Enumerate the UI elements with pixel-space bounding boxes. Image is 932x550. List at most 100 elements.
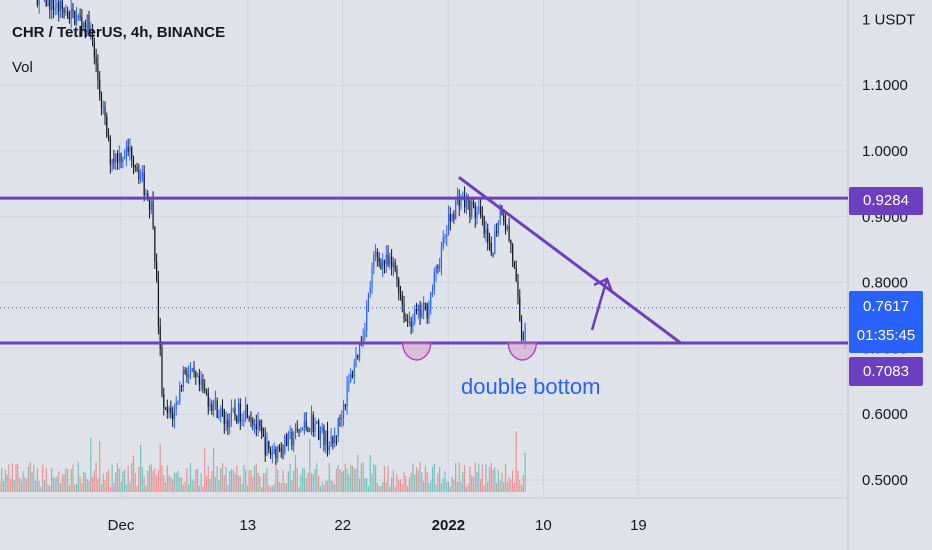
candle-body — [182, 369, 184, 388]
current-price-value: 0.7617 — [863, 298, 909, 315]
volume-bar — [366, 478, 368, 492]
volume-bar — [220, 468, 222, 492]
candle-body — [366, 306, 368, 331]
candle-body — [344, 404, 346, 407]
volume-bar — [138, 466, 140, 492]
volume-indicator-label[interactable]: Vol — [12, 59, 33, 76]
candle-body — [77, 16, 79, 18]
volume-bar — [115, 472, 117, 492]
candle-body — [364, 330, 366, 337]
volume-bar — [506, 481, 508, 492]
candle-body — [499, 206, 501, 223]
descending-trendline — [458, 176, 682, 345]
candle-body — [271, 453, 273, 456]
candle-body — [278, 447, 281, 449]
candle-body — [430, 291, 432, 310]
candle-body — [127, 146, 129, 153]
volume-bar — [302, 467, 304, 492]
volume-bar — [93, 470, 95, 492]
candle-body — [305, 420, 307, 428]
candle-body — [152, 201, 154, 228]
volume-bar — [26, 478, 28, 492]
candle-body — [289, 432, 291, 434]
resistance-price-tag: 0.9284 — [849, 187, 923, 215]
candle-body — [476, 211, 478, 219]
volume-bar — [227, 484, 229, 492]
candle-body — [264, 436, 266, 456]
volume-bar — [451, 476, 453, 492]
volume-bar — [350, 464, 352, 492]
volume-bar — [68, 485, 71, 492]
candle-body — [433, 272, 435, 291]
candle-body — [47, 0, 49, 7]
symbol-legend[interactable]: CHR / TetherUS, 4h, BINANCE — [12, 24, 225, 41]
volume-bar — [45, 467, 47, 492]
candle-body — [510, 240, 512, 245]
symbol-title: CHR / TetherUS, 4h, BINANCE — [12, 24, 226, 41]
candle-body — [163, 394, 165, 408]
volume-bar — [358, 478, 361, 492]
volume-bar — [2, 480, 5, 492]
volume-bar — [161, 465, 163, 492]
volume-bar — [264, 473, 266, 492]
volume-bar — [252, 476, 254, 492]
volume-bar — [109, 486, 111, 492]
volume-bar — [394, 486, 396, 492]
candle-body — [487, 229, 489, 243]
volume-bar — [236, 466, 238, 492]
volume-bar — [52, 477, 54, 492]
candle-body — [188, 373, 190, 378]
volume-bar — [122, 471, 124, 492]
candle-body — [423, 303, 425, 311]
double-bottom-annotation[interactable]: double bottom — [461, 374, 601, 399]
volume-bar — [460, 481, 462, 492]
candle-body — [49, 0, 51, 10]
volume-bar — [273, 484, 275, 492]
volume-bar — [439, 467, 441, 492]
volume-bar — [421, 472, 423, 492]
volume-bar — [476, 471, 478, 492]
volume-bar — [61, 474, 63, 492]
volume-bar — [218, 480, 220, 492]
volume-bar — [43, 480, 46, 492]
candle-body — [350, 374, 352, 382]
volume-bar — [77, 462, 79, 492]
volume-bar — [40, 486, 42, 492]
volume-bar — [63, 473, 65, 492]
candle-body — [209, 403, 211, 407]
candle-body — [75, 16, 78, 25]
volume-bar — [453, 479, 455, 492]
candle-body — [318, 420, 320, 440]
volume-bar — [159, 443, 161, 492]
candle-body — [143, 172, 145, 195]
candle-body — [102, 106, 104, 108]
candle-body — [376, 252, 378, 258]
candle-body — [175, 401, 177, 410]
volume-bar — [431, 466, 434, 492]
candle-body — [467, 199, 469, 201]
candle-body — [134, 164, 136, 168]
volume-bar — [374, 465, 377, 492]
volume-bar — [31, 472, 33, 492]
volume-bar — [86, 479, 88, 492]
volume-bar — [79, 476, 81, 492]
candle-body — [65, 11, 67, 13]
volume-bar — [20, 481, 22, 492]
candle-body — [469, 200, 471, 217]
volume-bar — [278, 482, 281, 492]
volume-bar — [107, 469, 110, 492]
candle-body — [239, 403, 241, 422]
volume-bar — [213, 448, 215, 492]
volume-bar — [257, 472, 259, 492]
candle-body — [287, 432, 289, 447]
candle-body — [385, 254, 387, 265]
volume-bar — [232, 469, 234, 492]
volume-bar — [307, 472, 309, 492]
volume-bar — [305, 477, 307, 492]
candle-body — [503, 215, 505, 222]
candle-body — [480, 207, 482, 215]
candle-body — [277, 447, 279, 459]
volume-bar — [261, 486, 263, 492]
